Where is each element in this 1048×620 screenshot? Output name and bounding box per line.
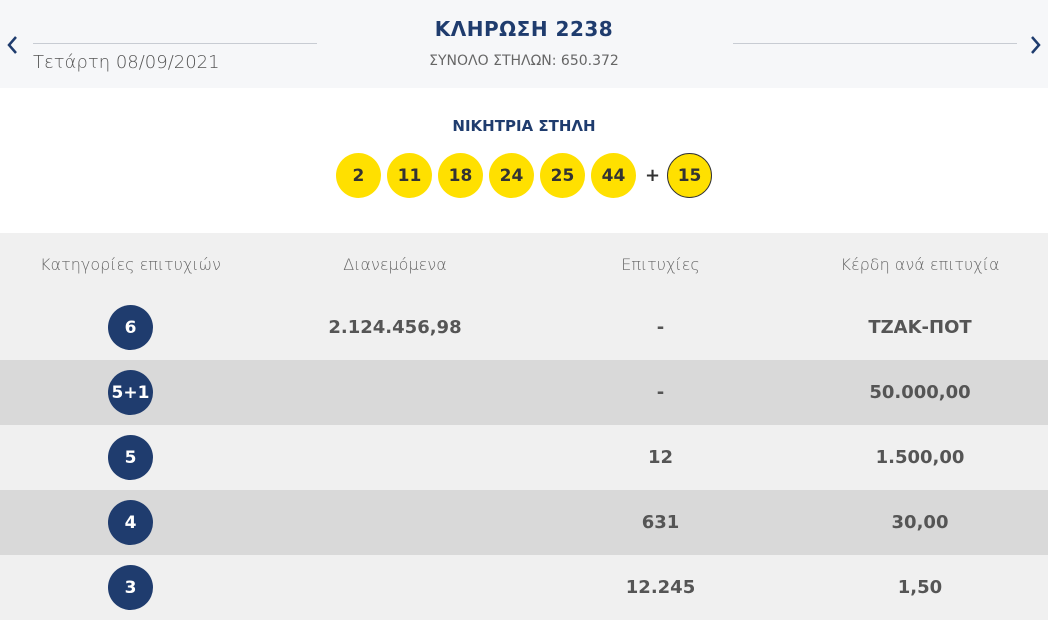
header-categories: Κατηγορίες επιτυχιών [40, 254, 221, 274]
category-badge: 5 [108, 435, 153, 480]
category-badge: 4 [108, 500, 153, 545]
chevron-right-icon[interactable] [1026, 30, 1046, 60]
divider-right [733, 43, 1017, 44]
winning-numbers: 2 11 18 24 25 44 + 15 [0, 153, 1048, 198]
number-ball: 11 [386, 153, 432, 198]
winners-count: 12 [647, 447, 674, 468]
winners-count: - [656, 317, 665, 338]
table-row: 3 12.245 1,50 [0, 555, 1048, 620]
results-table-header: Κατηγορίες επιτυχιών Διανεμόμενα Επιτυχί… [0, 233, 1048, 295]
draw-date: Τετάρτη 08/09/2021 [33, 52, 220, 73]
total-columns: ΣΥΝΟΛΟ ΣΤΗΛΩΝ: 650.372 [429, 53, 619, 69]
prize-amount: 1.500,00 [875, 447, 965, 468]
header-distributed: Διανεμόμενα [343, 254, 447, 274]
divider-left [33, 43, 317, 44]
header-winners: Επιτυχίες [621, 254, 700, 274]
draw-title: ΚΛΗΡΩΣΗ 2238 [434, 17, 614, 41]
number-ball: 18 [437, 153, 483, 198]
chevron-left-icon[interactable] [2, 30, 22, 60]
number-ball: 24 [488, 153, 534, 198]
winners-count: 631 [641, 512, 680, 533]
bonus-ball: 15 [667, 153, 713, 198]
draw-header: Τετάρτη 08/09/2021 ΚΛΗΡΩΣΗ 2238 ΣΥΝΟΛΟ Σ… [0, 0, 1048, 88]
prize-amount: 30,00 [891, 512, 949, 533]
header-prize: Κέρδη ανά επιτυχία [840, 254, 1000, 274]
prize-amount: ΤΖΑΚ-ΠΟΤ [868, 317, 972, 338]
winning-column-title: ΝΙΚΗΤΡΙΑ ΣΤΗΛΗ [452, 117, 596, 135]
winners-count: - [656, 382, 665, 403]
plus-sign: + [644, 165, 661, 186]
category-badge: 3 [108, 565, 153, 610]
number-ball: 2 [335, 153, 381, 198]
prize-amount: 1,50 [897, 577, 943, 598]
number-ball: 44 [590, 153, 636, 198]
distributed-amount: 2.124.456,98 [328, 317, 462, 338]
table-row: 5 12 1.500,00 [0, 425, 1048, 490]
category-badge: 6 [108, 305, 153, 350]
winning-column-section: ΝΙΚΗΤΡΙΑ ΣΤΗΛΗ 2 11 18 24 25 44 + 15 [0, 88, 1048, 233]
table-row: 6 2.124.456,98 - ΤΖΑΚ-ΠΟΤ [0, 295, 1048, 360]
table-row: 4 631 30,00 [0, 490, 1048, 555]
winners-count: 12.245 [625, 577, 696, 598]
table-row: 5+1 - 50.000,00 [0, 360, 1048, 425]
number-ball: 25 [539, 153, 585, 198]
prize-amount: 50.000,00 [869, 382, 971, 403]
category-badge: 5+1 [108, 370, 153, 415]
